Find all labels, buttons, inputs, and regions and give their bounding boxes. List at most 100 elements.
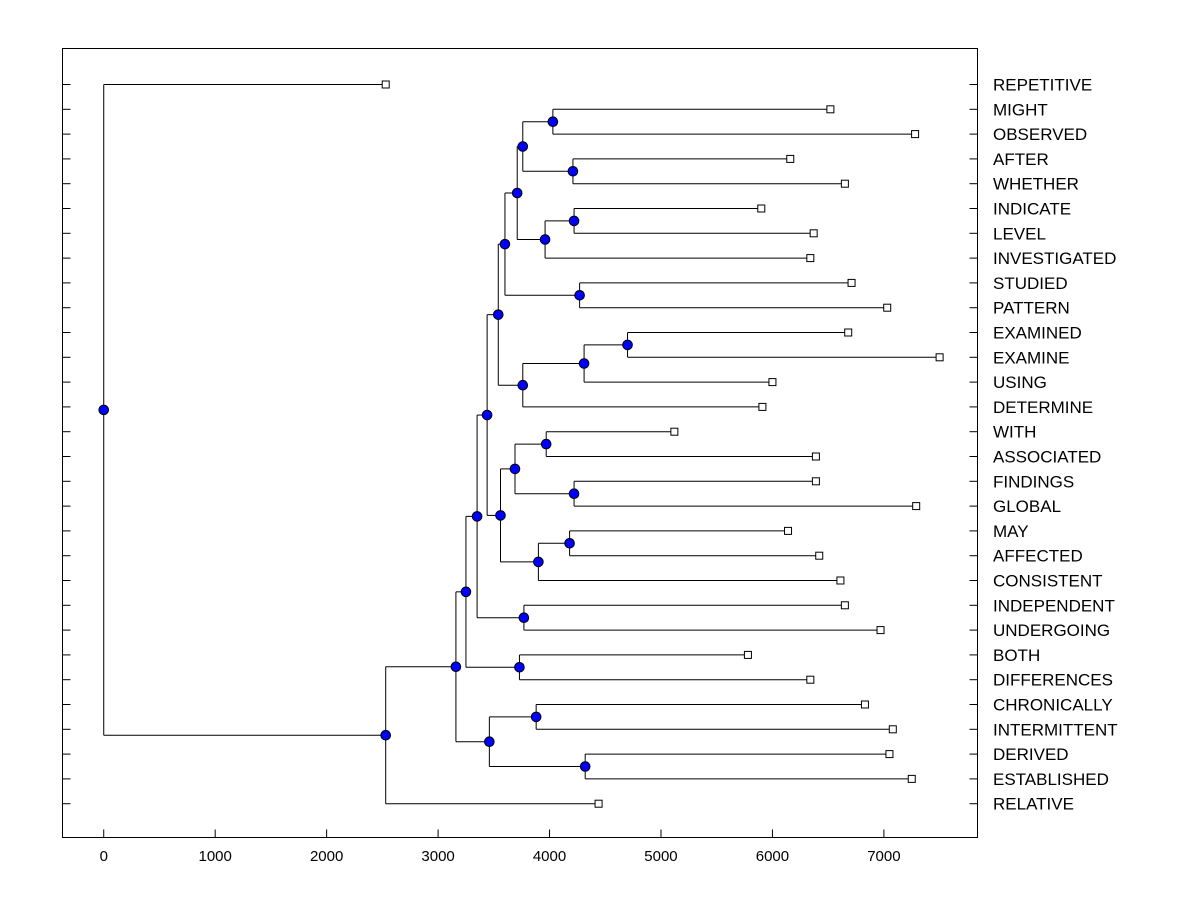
leaf-marker <box>594 799 603 808</box>
cluster-node <box>622 339 633 351</box>
cluster-node <box>460 586 472 598</box>
leaf-label: ASSOCIATED <box>993 448 1101 467</box>
cluster-node <box>517 141 529 152</box>
cluster-node <box>547 116 559 127</box>
cluster-node <box>471 511 483 522</box>
cluster-node <box>574 290 585 301</box>
leaf-marker <box>811 452 820 461</box>
x-tick-label: 1000 <box>198 848 231 865</box>
cluster-node <box>511 187 523 199</box>
plot-frame <box>62 48 978 838</box>
leaf-marker <box>768 378 777 387</box>
leaf-marker <box>883 303 892 312</box>
leaf-marker <box>911 130 920 139</box>
leaf-label: RELATIVE <box>993 795 1074 814</box>
cluster-node <box>539 234 551 245</box>
leaf-labels: REPETITIVE MIGHT OBSERVED AFTER WHETHER INDIC… <box>993 76 1118 814</box>
cluster-node <box>450 661 462 673</box>
cluster-node <box>380 729 392 741</box>
leaf-label: INVESTIGATED <box>993 249 1116 268</box>
leaf-marker <box>847 278 856 287</box>
leaf-label: ESTABLISHED <box>993 770 1109 789</box>
x-tick-label: 3000 <box>421 848 454 865</box>
y-axis-ticks <box>62 84 978 805</box>
leaf-label: FINDINGS <box>993 472 1074 491</box>
cluster-node <box>98 404 110 416</box>
leaf-label: DERIVED <box>993 745 1069 764</box>
leaf-label: CHRONICALLY <box>993 696 1113 715</box>
cluster-node <box>481 409 493 421</box>
x-tick-label: 7000 <box>867 848 900 865</box>
leaf-label: AFFECTED <box>993 547 1083 566</box>
leaf-marker <box>806 675 815 684</box>
cluster-node <box>567 166 579 177</box>
leaf-label: PATTERN <box>993 299 1070 318</box>
leaf-marker <box>757 204 766 213</box>
leaf-label: DETERMINE <box>993 398 1093 417</box>
cluster-node <box>568 488 580 500</box>
leaf-label: BOTH <box>993 646 1040 665</box>
dendrogram-branches <box>103 84 940 805</box>
leaf-marker <box>844 328 853 337</box>
leaf-label: EXAMINE <box>993 348 1070 367</box>
cluster-node <box>530 711 542 723</box>
cluster-node <box>564 538 575 549</box>
leaf-marker <box>784 526 793 535</box>
x-tick-label: 0 <box>100 848 108 865</box>
leaf-label: AFTER <box>993 150 1049 169</box>
leaf-marker <box>811 477 820 486</box>
leaf-marker <box>860 700 869 709</box>
leaf-marker <box>935 353 944 362</box>
leaf-label: INTERMITTENT <box>993 720 1118 739</box>
leaf-label: USING <box>993 373 1047 392</box>
cluster-node <box>492 309 504 320</box>
x-axis-ticks: 0 1000 2000 3000 4000 5000 6000 7000 <box>100 829 901 865</box>
leaf-label: UNDERGOING <box>993 621 1110 640</box>
leaf-label: STUDIED <box>993 274 1068 293</box>
x-tick-label: 2000 <box>310 848 343 865</box>
cluster-node <box>495 510 506 521</box>
leaf-marker <box>786 154 795 163</box>
leaf-marker <box>836 576 845 585</box>
leaf-label: WITH <box>993 423 1036 442</box>
leaf-label: GLOBAL <box>993 497 1061 516</box>
leaf-marker <box>876 626 885 635</box>
cluster-node <box>518 612 530 624</box>
cluster-node <box>568 215 580 227</box>
leaf-label: INDICATE <box>993 200 1071 219</box>
leaf-marker <box>670 427 679 436</box>
x-tick-label: 5000 <box>644 848 677 865</box>
leaf-marker <box>826 105 835 114</box>
cluster-node <box>579 761 591 772</box>
leaf-marker <box>758 402 767 411</box>
cluster-node <box>578 358 590 369</box>
cluster-node <box>484 736 495 748</box>
leaf-label: LEVEL <box>993 224 1046 243</box>
cluster-node <box>540 438 552 450</box>
leaf-marker <box>806 254 815 263</box>
cluster-node <box>514 662 525 673</box>
leaf-marker <box>888 725 897 734</box>
x-tick-label: 6000 <box>756 848 789 865</box>
leaf-label: MIGHT <box>993 100 1048 119</box>
leaf-marker <box>809 229 818 238</box>
node-markers <box>98 116 633 772</box>
leaf-label: OBSERVED <box>993 125 1087 144</box>
leaf-marker <box>912 502 921 511</box>
leaf-label: DIFFERENCES <box>993 671 1113 690</box>
leaf-label: INDEPENDENT <box>993 596 1115 615</box>
leaf-label: REPETITIVE <box>993 76 1092 95</box>
cluster-node <box>533 556 544 568</box>
leaf-label: EXAMINED <box>993 324 1082 343</box>
x-tick-label: 4000 <box>533 848 566 865</box>
leaf-marker <box>840 601 849 610</box>
leaf-marker <box>815 551 824 560</box>
leaf-marker <box>907 774 916 783</box>
leaf-markers <box>381 80 944 808</box>
cluster-node <box>517 379 529 391</box>
leaf-label: WHETHER <box>993 175 1079 194</box>
leaf-label: MAY <box>993 522 1029 541</box>
leaf-marker <box>743 650 752 659</box>
cluster-node <box>509 463 521 475</box>
